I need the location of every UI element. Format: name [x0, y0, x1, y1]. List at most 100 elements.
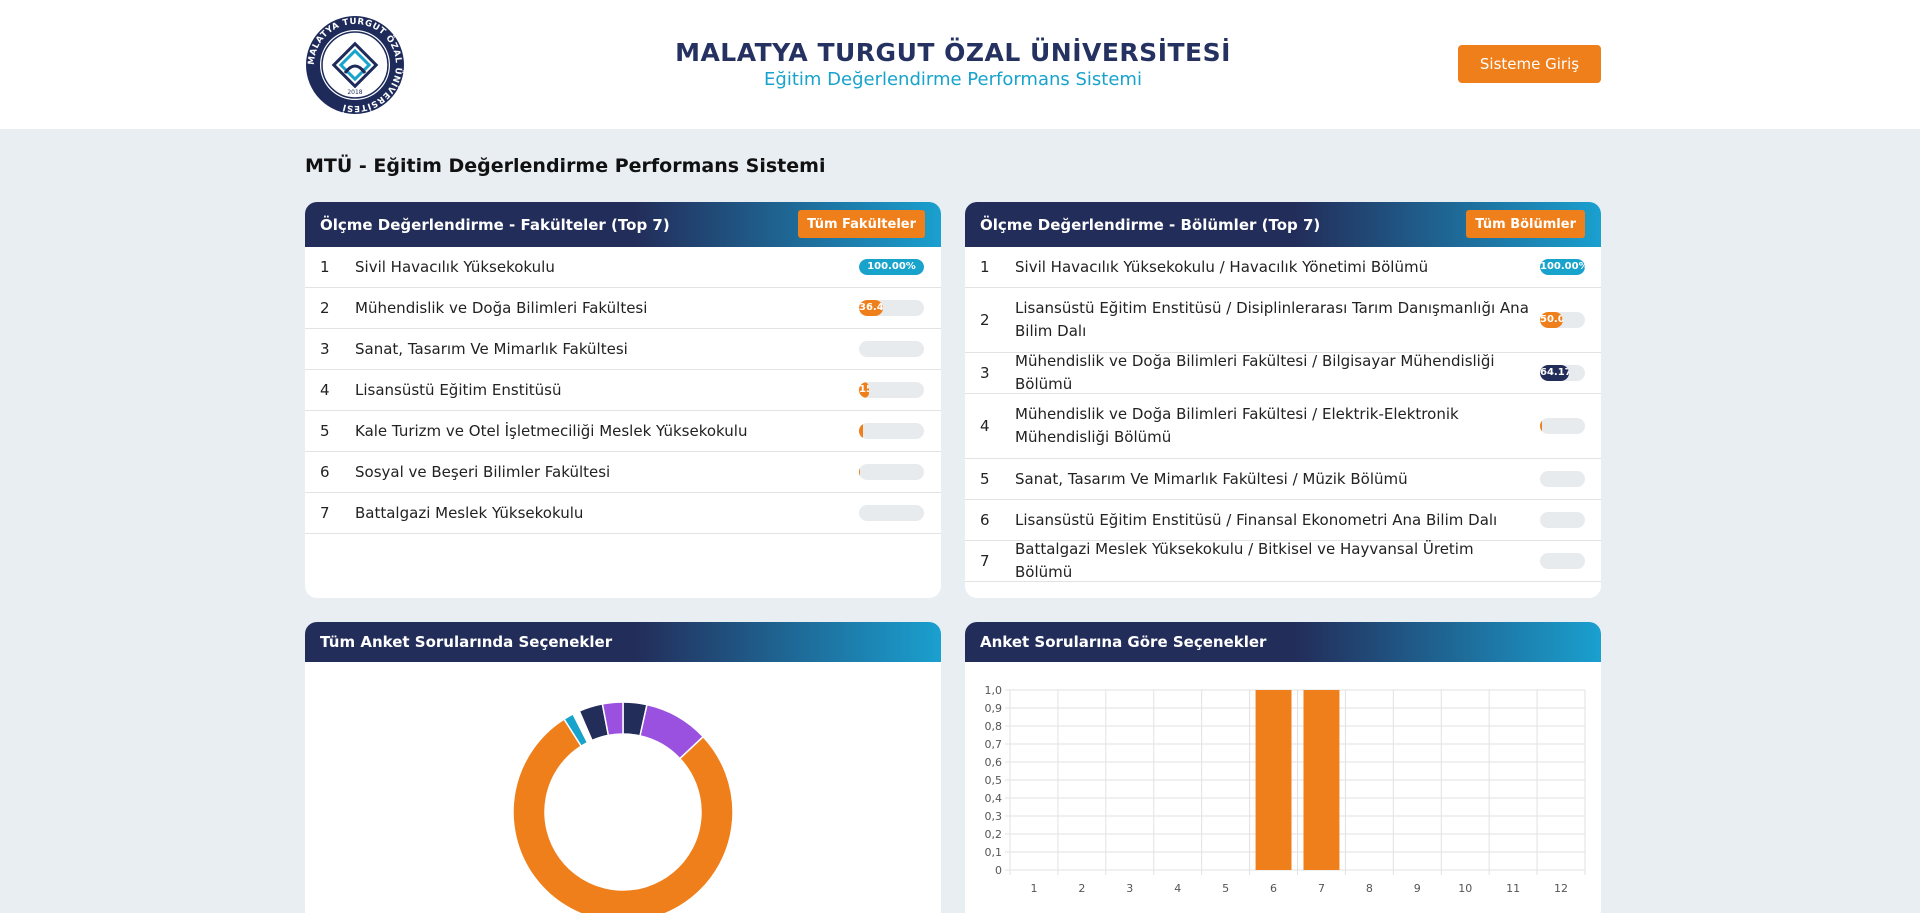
- departments-card: Ölçme Değerlendirme - Bölümler (Top 7) T…: [965, 202, 1601, 598]
- rank-number: 4: [980, 417, 990, 435]
- ranking-row[interactable]: 5 Kale Turizm ve Otel İşletmeciliği Mesle…: [305, 411, 941, 452]
- ranking-row[interactable]: 6 Lisansüstü Eğitim Enstitüsü / Finansal …: [965, 500, 1601, 541]
- progress-bar: 100.00%: [859, 259, 924, 275]
- faculties-card: Ölçme Değerlendirme - Fakülteler (Top 7)…: [305, 202, 941, 598]
- y-tick-label: 0: [995, 864, 1002, 877]
- ranking-row[interactable]: 1 Sivil Havacılık Yüksekokulu 100.00%: [305, 247, 941, 288]
- y-tick-label: 0,8: [985, 720, 1003, 733]
- rank-number: 3: [320, 340, 330, 358]
- university-logo[interactable]: MALATYA TURGUT ÖZAL ÜNİVERSİTESİ 2018: [305, 15, 405, 115]
- ranking-row[interactable]: 7 Battalgazi Meslek Yüksekokulu / Bitkise…: [965, 540, 1601, 582]
- ranking-row[interactable]: 6 Sosyal ve Beşeri Bilimler Fakültesi: [305, 452, 941, 493]
- options-donut-chart: [512, 701, 734, 913]
- progress-bar: 100.00%: [1540, 259, 1585, 275]
- rank-name: Battalgazi Meslek Yüksekokulu: [355, 503, 584, 522]
- ranking-row[interactable]: 2 Mühendislik ve Doğa Bilimleri Fakültesi…: [305, 288, 941, 329]
- rank-number: 7: [980, 552, 990, 570]
- x-tick-label: 2: [1078, 882, 1085, 895]
- progress-bar: [1540, 418, 1585, 434]
- all-departments-button[interactable]: Tüm Bölümler: [1466, 210, 1585, 238]
- donut-chart-card: Tüm Anket Sorularında Seçenekler: [305, 622, 941, 913]
- donut-card-header: Tüm Anket Sorularında Seçenekler: [305, 622, 941, 662]
- progress-fill: 15: [859, 382, 869, 398]
- x-tick-label: 3: [1126, 882, 1133, 895]
- rank-number: 7: [320, 504, 330, 522]
- svg-text:2018: 2018: [347, 89, 362, 96]
- rank-number: 5: [320, 422, 330, 440]
- progress-bar: [859, 341, 924, 357]
- rank-number: 2: [320, 299, 330, 317]
- x-tick-label: 7: [1318, 882, 1325, 895]
- faculties-card-header: Ölçme Değerlendirme - Fakülteler (Top 7)…: [305, 202, 941, 247]
- y-tick-label: 0,3: [985, 810, 1003, 823]
- rank-name: Sivil Havacılık Yüksekokulu / Havacılık …: [1015, 257, 1429, 276]
- ranking-row[interactable]: 1 Sivil Havacılık Yüksekokulu / Havacılık…: [965, 247, 1601, 288]
- rank-name: Mühendislik ve Doğa Bilimleri Fakültesi: [355, 298, 648, 317]
- ranking-row[interactable]: 4 Lisansüstü Eğitim Enstitüsü 15: [305, 370, 941, 411]
- progress-fill: 50.0: [1540, 312, 1563, 328]
- all-faculties-button[interactable]: Tüm Fakülteler: [798, 210, 925, 238]
- rank-name: Kale Turizm ve Otel İşletmeciliği Meslek…: [355, 421, 748, 440]
- login-button[interactable]: Sisteme Giriş: [1458, 45, 1601, 83]
- top-header: MALATYA TURGUT ÖZAL ÜNİVERSİTESİ 2018 MA…: [0, 0, 1920, 129]
- ranking-row[interactable]: 3 Mühendislik ve Doğa Bilimleri Fakültesi…: [965, 352, 1601, 394]
- rank-name: Sanat, Tasarım Ve Mimarlık Fakültesi: [355, 339, 628, 358]
- rank-number: 1: [320, 258, 330, 276]
- ranking-row[interactable]: 5 Sanat, Tasarım Ve Mimarlık Fakültesi / …: [965, 459, 1601, 500]
- rank-name: Lisansüstü Eğitim Enstitüsü / Finansal E…: [1015, 510, 1498, 529]
- university-seal-icon: MALATYA TURGUT ÖZAL ÜNİVERSİTESİ 2018: [306, 16, 404, 114]
- departments-card-header: Ölçme Değerlendirme - Bölümler (Top 7) T…: [965, 202, 1601, 247]
- progress-bar: 50.0: [1540, 312, 1585, 328]
- progress-bar: [859, 505, 924, 521]
- rank-name: Mühendislik ve Doğa Bilimleri Fakültesi …: [1015, 405, 1459, 446]
- x-tick-label: 5: [1222, 882, 1229, 895]
- rank-number: 6: [320, 463, 330, 481]
- y-tick-label: 0,1: [985, 846, 1003, 859]
- rank-number: 6: [980, 511, 990, 529]
- y-tick-label: 0,6: [985, 756, 1003, 769]
- y-tick-label: 0,5: [985, 774, 1003, 787]
- bar-6[interactable]: [1255, 690, 1292, 870]
- departments-card-title: Ölçme Değerlendirme - Bölümler (Top 7): [980, 215, 1321, 234]
- ranking-row[interactable]: 2 Lisansüstü Eğitim Enstitüsü / Disiplinl…: [965, 288, 1601, 353]
- ranking-row[interactable]: 7 Battalgazi Meslek Yüksekokulu: [305, 493, 941, 534]
- department-ranking-list: 1 Sivil Havacılık Yüksekokulu / Havacılık…: [965, 247, 1601, 582]
- rank-number: 3: [980, 364, 990, 382]
- rank-name: Sivil Havacılık Yüksekokulu: [355, 257, 555, 276]
- progress-bar: 36.4: [859, 300, 924, 316]
- progress-fill: [859, 423, 863, 439]
- donut-slice-7[interactable]: [601, 701, 624, 737]
- faculties-card-title: Ölçme Değerlendirme - Fakülteler (Top 7): [320, 215, 670, 234]
- rank-name: Battalgazi Meslek Yüksekokulu / Bitkisel…: [1015, 540, 1474, 581]
- x-tick-label: 4: [1174, 882, 1181, 895]
- rank-name: Sosyal ve Beşeri Bilimler Fakültesi: [355, 462, 611, 481]
- y-tick-label: 0,9: [985, 702, 1003, 715]
- progress-bar: 64.17: [1540, 365, 1585, 381]
- rank-number: 1: [980, 258, 990, 276]
- progress-bar: [1540, 512, 1585, 528]
- x-tick-label: 11: [1506, 882, 1520, 895]
- rank-name: Mühendislik ve Doğa Bilimleri Fakültesi …: [1015, 352, 1495, 393]
- x-tick-label: 6: [1270, 882, 1277, 895]
- donut-slice-3[interactable]: [512, 718, 734, 913]
- options-bar-chart: 00,10,20,30,40,50,60,70,80,91,01 2 3 4 5 6 7 8 9…: [985, 684, 1586, 895]
- y-tick-label: 0,4: [985, 792, 1003, 805]
- progress-bar: [859, 464, 924, 480]
- system-subtitle: Eğitim Değerlendirme Performans Sistemi: [764, 69, 1142, 90]
- faculty-ranking-list: 1 Sivil Havacılık Yüksekokulu 100.00% 2 Mühe…: [305, 247, 941, 534]
- rank-number: 2: [980, 311, 990, 329]
- y-tick-label: 1,0: [985, 684, 1003, 697]
- ranking-row[interactable]: 3 Sanat, Tasarım Ve Mimarlık Fakültesi: [305, 329, 941, 370]
- rank-name: Lisansüstü Eğitim Enstitüsü / Disiplinle…: [1015, 299, 1529, 340]
- progress-fill: 36.4: [859, 300, 883, 316]
- donut-card-title: Tüm Anket Sorularında Seçenekler: [320, 633, 613, 651]
- bar-7[interactable]: [1303, 690, 1340, 870]
- progress-bar: [1540, 471, 1585, 487]
- progress-fill: 100.00%: [859, 259, 924, 275]
- y-tick-label: 0,2: [985, 828, 1003, 841]
- x-tick-label: 12: [1554, 882, 1568, 895]
- x-tick-label: 8: [1366, 882, 1373, 895]
- rank-number: 4: [320, 381, 330, 399]
- x-tick-label: 9: [1414, 882, 1421, 895]
- ranking-row[interactable]: 4 Mühendislik ve Doğa Bilimleri Fakültesi…: [965, 394, 1601, 459]
